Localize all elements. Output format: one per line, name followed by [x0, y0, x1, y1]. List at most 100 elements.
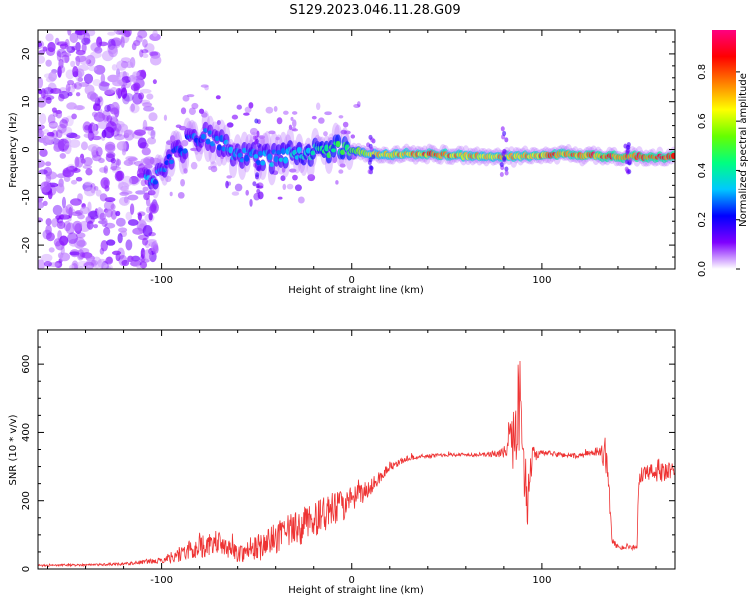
- spectrogram-cell: [93, 185, 99, 191]
- spectrogram-cell: [330, 148, 336, 153]
- spectrogram-cell: [350, 134, 356, 139]
- spectrogram-cell: [135, 190, 146, 195]
- spectrogram-cell: [182, 95, 190, 102]
- spectrogram-cell: [200, 84, 209, 88]
- spectrogram-cell: [256, 143, 261, 149]
- colorbar-label: Normalized spectral amplitude: [738, 73, 749, 227]
- spectrogram-cell: [77, 76, 83, 82]
- spectrogram-cell: [80, 141, 88, 151]
- spectrogram-cell: [67, 79, 75, 86]
- spectrogram-cell: [216, 144, 222, 151]
- spectrogram-cell: [169, 191, 173, 197]
- spectrogram-cell: [142, 38, 148, 48]
- spectrogram-cell: [147, 129, 157, 136]
- spectrogram-cell: [245, 189, 249, 196]
- spectrogram-cell: [253, 192, 261, 201]
- spectrogram-cell: [68, 264, 75, 269]
- spectrogram-cell: [86, 59, 92, 65]
- spectrogram-cell: [40, 88, 46, 99]
- spectrogram-cell: [67, 163, 76, 170]
- spectrogram-cell: [112, 167, 119, 173]
- spectrogram-cell: [342, 121, 349, 128]
- spectrogram-cell: [294, 155, 300, 160]
- spectrogram-cell: [57, 123, 67, 134]
- spectrogram-cell: [116, 158, 122, 166]
- spectrogram-cell: [97, 120, 109, 129]
- spectrogram-cell: [121, 259, 130, 267]
- spectrogram-cell: [139, 218, 147, 228]
- spectrogram-cell: [123, 196, 129, 204]
- spectrogram-cell: [83, 73, 94, 84]
- spectrogram-cell: [153, 180, 159, 185]
- spectrogram-cell: [58, 90, 70, 99]
- spectrogram-cell: [275, 136, 280, 141]
- spectrogram-cell: [67, 86, 76, 93]
- spectrogram-cell: [165, 175, 172, 183]
- spectrogram-cell: [45, 161, 52, 167]
- spectrogram-cell: [38, 201, 45, 209]
- spectrogram-cell: [111, 250, 122, 256]
- spectrogram-cell: [338, 169, 344, 174]
- spectrogram-cell: [121, 148, 127, 156]
- spectrogram-cell: [84, 30, 96, 37]
- spectrogram-cell: [670, 152, 675, 159]
- spectrogram-cell: [249, 127, 258, 136]
- spectrogram-cell: [168, 159, 174, 165]
- spectrogram-cell: [122, 175, 133, 187]
- spectrogram-cell: [127, 255, 134, 263]
- spectrogram-cell: [170, 135, 176, 143]
- spectrogram-cell: [182, 148, 188, 154]
- spectrogram-cell: [107, 31, 116, 36]
- colorbar-tick-label: 0.6: [697, 113, 708, 129]
- spectrogram-cell: [255, 174, 260, 180]
- spectrogram-cell: [75, 92, 81, 97]
- spectrogram-cell: [183, 168, 188, 174]
- spectrogram-cell: [269, 162, 275, 167]
- spectrogram-cell: [118, 196, 130, 206]
- spectrogram-cell: [120, 57, 131, 63]
- spectrogram-cell: [265, 106, 274, 114]
- spectrogram-cell: [73, 105, 85, 111]
- spectrogram-ytick-label: 0: [21, 146, 32, 152]
- spectrogram-cell: [625, 149, 630, 155]
- spectrogram-cell: [180, 107, 187, 115]
- spectrogram-cell: [188, 107, 196, 115]
- spectrogram-cell: [38, 76, 44, 89]
- spectrogram-cell: [143, 192, 150, 201]
- spectrogram-cell: [340, 149, 346, 155]
- spectrogram-cell: [292, 174, 298, 181]
- spectrogram-cell: [180, 178, 186, 187]
- spectrogram-cell: [103, 200, 115, 211]
- spectrogram-cell: [260, 160, 266, 166]
- colorbar-ticks: 0.0 0.2 0.4 0.6 0.8: [697, 64, 740, 277]
- spectrogram-cell: [499, 171, 504, 177]
- spectrogram-cell: [84, 84, 95, 96]
- spectrogram-cell: [280, 147, 286, 155]
- spectrogram-cell: [74, 156, 80, 168]
- spectrogram-cell: [118, 255, 128, 266]
- spectrogram-cell: [75, 55, 81, 67]
- spectrogram-cell: [53, 238, 62, 247]
- snr-series-line: [38, 360, 675, 568]
- spectrogram-cell: [125, 211, 133, 221]
- spectrogram-cell: [92, 102, 98, 111]
- spectrogram-cell: [57, 66, 62, 78]
- spectrogram-cell: [504, 166, 509, 172]
- snr-xtick-label: -100: [150, 575, 173, 586]
- colorbar-tick-label: 0.0: [697, 261, 708, 277]
- spectrogram-cell: [147, 189, 156, 196]
- spectrogram-cell: [150, 55, 162, 66]
- spectrogram-cell: [623, 143, 628, 149]
- spectrogram-cell: [66, 46, 76, 54]
- spectrogram-xtick-label: 100: [532, 275, 551, 286]
- spectrogram-cell: [338, 115, 344, 119]
- spectrogram-cell: [137, 137, 147, 149]
- spectrogram-cell: [204, 85, 209, 91]
- spectrogram-xtick-label: 0: [349, 275, 355, 286]
- spectrogram-cell: [55, 129, 63, 139]
- spectrogram-cell: [128, 176, 140, 186]
- spectrogram-cell: [70, 198, 82, 206]
- spectrogram-cell: [282, 183, 287, 191]
- spectrogram-cell: [58, 214, 71, 220]
